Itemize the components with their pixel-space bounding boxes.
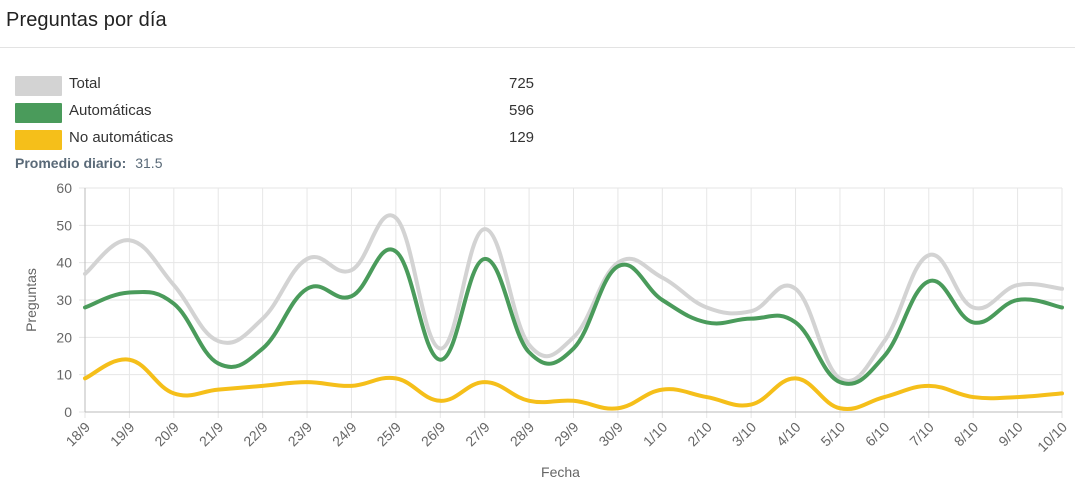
- y-axis-title: Preguntas: [23, 268, 39, 332]
- legend-label: Automáticas: [69, 102, 152, 119]
- daily-average-label: Promedio diario:: [15, 155, 127, 171]
- x-tick-label: 24/9: [329, 419, 360, 450]
- x-tick-label: 1/10: [640, 419, 671, 450]
- x-tick-label: 3/10: [729, 419, 760, 450]
- x-tick-label: 22/9: [240, 419, 271, 450]
- legend-swatch-no-automaticas: [15, 129, 62, 150]
- x-tick-label: 5/10: [817, 419, 848, 450]
- legend-swatch-total: [15, 75, 62, 96]
- x-tick-label: 10/10: [1034, 419, 1070, 455]
- legend-item-no-automaticas[interactable]: No automáticas 129: [15, 126, 575, 153]
- series-line-no-automaticas: [83, 357, 1064, 412]
- y-tick-label: 50: [56, 217, 72, 233]
- x-axis-title: Fecha: [541, 464, 580, 480]
- x-tick-label: 27/9: [462, 419, 493, 450]
- daily-average-value: 31.5: [135, 155, 163, 171]
- x-tick-label: 30/9: [595, 419, 626, 450]
- x-tick-label: 18/9: [63, 419, 94, 450]
- x-tick-label: 8/10: [951, 419, 982, 450]
- y-tick-label: 10: [56, 367, 72, 383]
- legend-item-total[interactable]: Total 725: [15, 72, 575, 99]
- legend-value: 725: [509, 75, 535, 92]
- x-tick-label: 6/10: [862, 419, 893, 450]
- panel-title: Preguntas por día: [6, 9, 167, 31]
- x-tick-label: 9/10: [995, 419, 1026, 450]
- x-tick-label: 7/10: [906, 419, 937, 450]
- y-tick-label: 40: [56, 255, 72, 271]
- x-tick-label: 19/9: [107, 419, 138, 450]
- x-tick-label: 20/9: [151, 419, 182, 450]
- x-tick-label: 26/9: [418, 419, 449, 450]
- x-tick-label: 29/9: [551, 419, 582, 450]
- daily-average: Promedio diario: 31.5: [15, 155, 162, 171]
- title-divider: [0, 47, 1075, 48]
- legend-swatch-automaticas: [15, 102, 62, 123]
- x-tick-label: 4/10: [773, 419, 804, 450]
- series-line-total: [83, 213, 1064, 383]
- x-tick-label: 21/9: [196, 419, 227, 450]
- x-tick-label: 2/10: [684, 419, 715, 450]
- legend-item-automaticas[interactable]: Automáticas 596: [15, 99, 575, 126]
- y-tick-label: 0: [64, 404, 72, 420]
- series-line-automaticas: [83, 247, 1064, 386]
- legend-label: No automáticas: [69, 129, 174, 146]
- x-tick-label: 28/9: [507, 419, 538, 450]
- y-tick-label: 30: [56, 292, 72, 308]
- x-tick-label: 25/9: [373, 419, 404, 450]
- legend-label: Total: [69, 75, 101, 92]
- legend-value: 596: [509, 102, 535, 119]
- legend-value: 129: [509, 129, 535, 146]
- y-tick-label: 20: [56, 329, 72, 345]
- legend: Total 725 Automáticas 596 No automáticas…: [15, 72, 575, 153]
- x-tick-label: 23/9: [285, 419, 316, 450]
- y-tick-label: 60: [56, 180, 72, 196]
